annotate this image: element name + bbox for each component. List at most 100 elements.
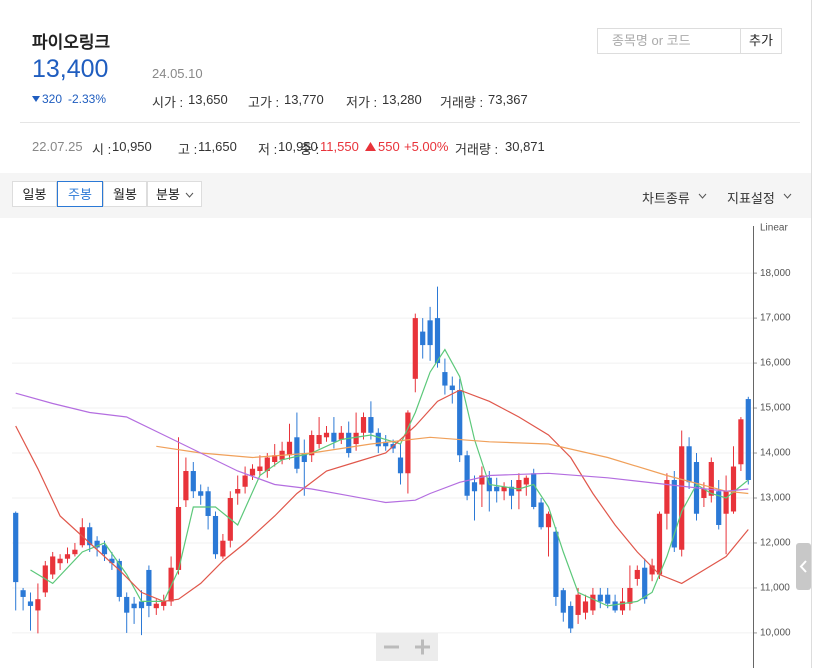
down-icon — [32, 96, 40, 102]
detail-value: 11,650 — [198, 139, 237, 154]
candle-body — [249, 468, 256, 476]
candle-body — [272, 455, 278, 463]
detail-change: 550 — [378, 139, 400, 154]
candle-body — [235, 489, 241, 494]
candle-body — [405, 412, 411, 474]
candle-body — [420, 331, 426, 346]
candle-body — [501, 486, 507, 492]
candle-body — [494, 486, 500, 492]
candle-body — [545, 513, 552, 528]
candle-body — [597, 594, 603, 602]
period-tab[interactable]: 일봉 — [12, 181, 57, 207]
candle-body — [523, 477, 529, 485]
detail-label: 저 : — [258, 142, 278, 157]
period-tab[interactable]: 월봉 — [103, 181, 147, 207]
period-tab[interactable]: 주봉 — [57, 181, 103, 207]
candle-body — [531, 473, 537, 507]
candle-body — [294, 437, 300, 469]
candle-body — [242, 475, 248, 487]
chevron — [185, 192, 194, 198]
candle-body — [471, 482, 478, 492]
candle-body — [738, 419, 744, 465]
candle-body — [109, 558, 115, 564]
candle-body — [716, 491, 722, 525]
y-tick-label: 17,000 — [760, 313, 791, 324]
stat-value: 13,650 — [188, 92, 228, 107]
stat-label: 거래량 : — [440, 95, 484, 110]
candle-body — [701, 489, 707, 498]
chart: Linear 10,000 11,000 12,000 13,000 14,000 15,… — [12, 223, 791, 668]
indicator-menu[interactable]: 지표설정 — [727, 191, 775, 206]
candle-body — [198, 491, 204, 496]
candle-body — [175, 506, 182, 570]
detail-label: 고 : — [178, 142, 198, 157]
candle-body — [664, 480, 670, 514]
candle-body — [679, 446, 685, 550]
candle-body — [212, 515, 219, 555]
candle-body — [605, 594, 611, 604]
candle-body — [220, 540, 226, 557]
candle-body — [538, 502, 544, 528]
y-tick-label: 16,000 — [760, 358, 791, 369]
candle-body — [257, 466, 263, 472]
candle-body — [464, 455, 470, 496]
candle-body — [634, 569, 640, 579]
detail-value: 10,950 — [112, 139, 152, 154]
detail-date: 22.07.25 — [32, 139, 83, 154]
moving-average — [30, 348, 749, 607]
moving-average — [15, 392, 749, 504]
chart-type-menu[interactable]: 차트종류 — [642, 191, 690, 206]
stat-label: 저가 : — [346, 95, 378, 110]
up-icon — [365, 142, 376, 151]
chevron — [698, 193, 707, 199]
stat-value: 73,367 — [488, 92, 528, 107]
candle-body — [671, 480, 677, 548]
change: 320 — [42, 92, 63, 106]
zoom-control[interactable] — [376, 633, 438, 661]
candle-body — [360, 417, 367, 433]
stock-name: 파이오링크 — [32, 33, 111, 52]
candle-body — [516, 480, 522, 492]
candle-body — [427, 320, 433, 346]
candle-body — [146, 569, 152, 606]
stat-value: 13,770 — [284, 92, 324, 107]
candle-body — [331, 432, 337, 442]
candle-body — [383, 441, 389, 447]
period-tab[interactable]: 분봉 — [147, 181, 202, 207]
candle-body — [20, 590, 26, 597]
candle-body — [656, 513, 663, 575]
candle-body — [94, 540, 100, 548]
candle-body — [449, 385, 455, 391]
y-tick-label: 18,000 — [760, 268, 791, 279]
candle-body — [442, 372, 448, 386]
candle-body — [183, 471, 189, 501]
candle-body — [131, 603, 137, 609]
price: 13,400 — [32, 55, 109, 83]
candle-body — [612, 601, 618, 611]
candle-body — [686, 446, 692, 483]
candle-body — [316, 435, 322, 445]
candle-body — [138, 601, 145, 609]
side-tab[interactable] — [796, 543, 811, 590]
candle-body — [560, 590, 566, 613]
candle-body — [346, 432, 352, 454]
divider — [20, 122, 800, 123]
add-button[interactable]: 추가 — [740, 28, 782, 54]
candle-body — [582, 601, 589, 613]
candle-body — [153, 603, 159, 609]
candle-body — [205, 491, 211, 516]
candle-body — [368, 417, 374, 433]
chevron — [783, 193, 792, 199]
candle-body — [708, 462, 714, 496]
candle-body — [353, 432, 359, 445]
y-tick-label: 15,000 — [760, 403, 791, 414]
y-tick-label: 14,000 — [760, 448, 791, 459]
candle-body — [649, 565, 655, 575]
candle-body — [323, 432, 330, 438]
candle-body — [723, 491, 729, 514]
candle-body — [13, 512, 19, 583]
candle-body — [619, 601, 626, 611]
search-input[interactable]: 종목명 or 코드 — [597, 28, 741, 54]
candle-body — [627, 587, 633, 604]
